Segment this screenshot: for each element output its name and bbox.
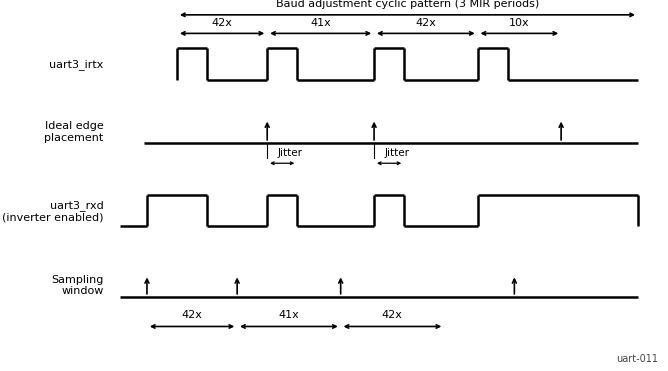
Text: 42x: 42x <box>415 18 436 28</box>
Text: uart3_irtx: uart3_irtx <box>49 59 104 70</box>
Text: 42x: 42x <box>381 310 403 320</box>
Text: Jitter: Jitter <box>384 148 409 158</box>
Text: 42x: 42x <box>181 310 202 320</box>
Text: 41x: 41x <box>278 310 299 320</box>
Text: 41x: 41x <box>310 18 331 28</box>
Text: Ideal edge
placement: Ideal edge placement <box>44 121 104 142</box>
Text: Baud adjustment cyclic pattern (3 MIR periods): Baud adjustment cyclic pattern (3 MIR pe… <box>276 0 539 9</box>
Text: uart3_rxd
(inverter enabled): uart3_rxd (inverter enabled) <box>2 200 104 223</box>
Text: 42x: 42x <box>211 18 232 28</box>
Text: uart-011: uart-011 <box>616 354 658 364</box>
Text: Sampling
window: Sampling window <box>51 275 104 296</box>
Text: 10x: 10x <box>509 18 529 28</box>
Text: Jitter: Jitter <box>277 148 302 158</box>
